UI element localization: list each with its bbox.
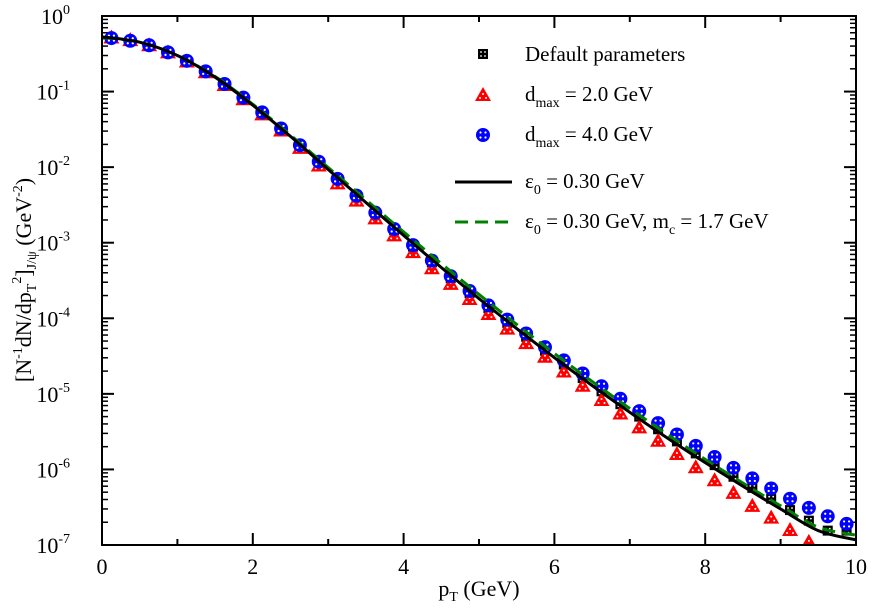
data-point-triangle bbox=[480, 305, 497, 320]
y-tick-label: 10-2 bbox=[36, 154, 70, 180]
y-tick-label: 10-3 bbox=[36, 230, 70, 256]
x-tick-label: 10 bbox=[845, 554, 867, 579]
legend-label-eps0: ε0 = 0.30 GeV bbox=[525, 169, 645, 198]
legend-entry-eps0-mc: ε0 = 0.30 GeV, mc = 1.7 GeV bbox=[455, 209, 769, 238]
x-tick-label: 2 bbox=[247, 554, 258, 579]
legend-entry-dmax2: dmax = 2.0 GeV bbox=[475, 82, 653, 111]
data-point-circle bbox=[801, 500, 816, 515]
legend: Default parameters dmax = 2.0 GeV dmax =… bbox=[455, 42, 769, 238]
data-point-triangle bbox=[536, 348, 553, 363]
x-axis-title: pT (GeV) bbox=[438, 576, 519, 605]
data-point-circle bbox=[745, 471, 760, 486]
data-point-triangle bbox=[518, 335, 535, 350]
x-tick-label: 4 bbox=[398, 554, 409, 579]
legend-entry-default: Default parameters bbox=[478, 42, 685, 66]
legend-marker-square bbox=[478, 49, 488, 59]
legend-label-default: Default parameters bbox=[525, 42, 685, 66]
legend-square-marker-icon bbox=[478, 49, 488, 59]
y-tick-label: 10-6 bbox=[36, 456, 70, 482]
data-point-triangle bbox=[744, 497, 761, 512]
legend-entry-dmax4: dmax = 4.0 GeV bbox=[476, 122, 653, 151]
data-point-triangle bbox=[499, 320, 516, 335]
data-point-circle bbox=[839, 516, 854, 531]
data-point-triangle bbox=[461, 290, 478, 305]
data-point-triangle bbox=[593, 391, 610, 406]
legend-label-dmax4: dmax = 4.0 GeV bbox=[525, 122, 653, 151]
data-point-triangle bbox=[827, 544, 829, 545]
data-point-triangle bbox=[668, 446, 685, 461]
data-point-circle bbox=[820, 509, 835, 524]
y-tick-label: 100 bbox=[41, 3, 70, 29]
data-point-triangle bbox=[555, 363, 572, 378]
data-point-circle bbox=[707, 450, 722, 465]
data-point-triangle bbox=[782, 521, 799, 536]
legend-entry-eps0: ε0 = 0.30 GeV bbox=[455, 169, 645, 198]
data-point-triangle bbox=[612, 405, 629, 420]
data-point-triangle bbox=[706, 472, 723, 487]
y-tick-label: 10-5 bbox=[36, 381, 70, 407]
y-axis-title: [N-1dN/dpT2]J/ψ (GeV-2) bbox=[10, 178, 40, 382]
x-tick-label: 0 bbox=[97, 554, 108, 579]
x-tick-label: 8 bbox=[700, 554, 711, 579]
data-point-triangle bbox=[650, 432, 667, 447]
y-tick-label: 10-4 bbox=[36, 305, 70, 331]
data-point-triangle bbox=[687, 459, 704, 474]
axes: 0 2 4 6 8 10 100 10-1 10-2 10-3 10-4 10-5 10-6 10-7 bbox=[36, 3, 867, 579]
data-point-triangle bbox=[725, 484, 742, 499]
x-tick-label: 6 bbox=[549, 554, 560, 579]
data-point-circle bbox=[726, 460, 741, 475]
series-layer bbox=[102, 29, 856, 545]
legend-triangle-marker-icon bbox=[475, 87, 491, 101]
plot-frame bbox=[101, 15, 857, 546]
data-point-triangle bbox=[631, 419, 648, 434]
legend-marker-circle bbox=[476, 128, 490, 142]
legend-marker-triangle bbox=[475, 87, 491, 101]
data-point-triangle bbox=[763, 509, 780, 524]
legend-label-eps0-mc: ε0 = 0.30 GeV, mc = 1.7 GeV bbox=[525, 209, 769, 238]
legend-label-dmax2: dmax = 2.0 GeV bbox=[525, 82, 653, 111]
series-line-eps0-mc bbox=[102, 35, 856, 537]
data-point-triangle bbox=[574, 377, 591, 392]
series-line-eps0 bbox=[102, 35, 856, 542]
legend-circle-marker-icon bbox=[476, 128, 490, 142]
y-tick-label: 10-7 bbox=[36, 532, 70, 558]
data-point-circle bbox=[764, 481, 779, 496]
data-point-circle bbox=[783, 491, 798, 506]
y-tick-label: 10-1 bbox=[36, 79, 70, 105]
